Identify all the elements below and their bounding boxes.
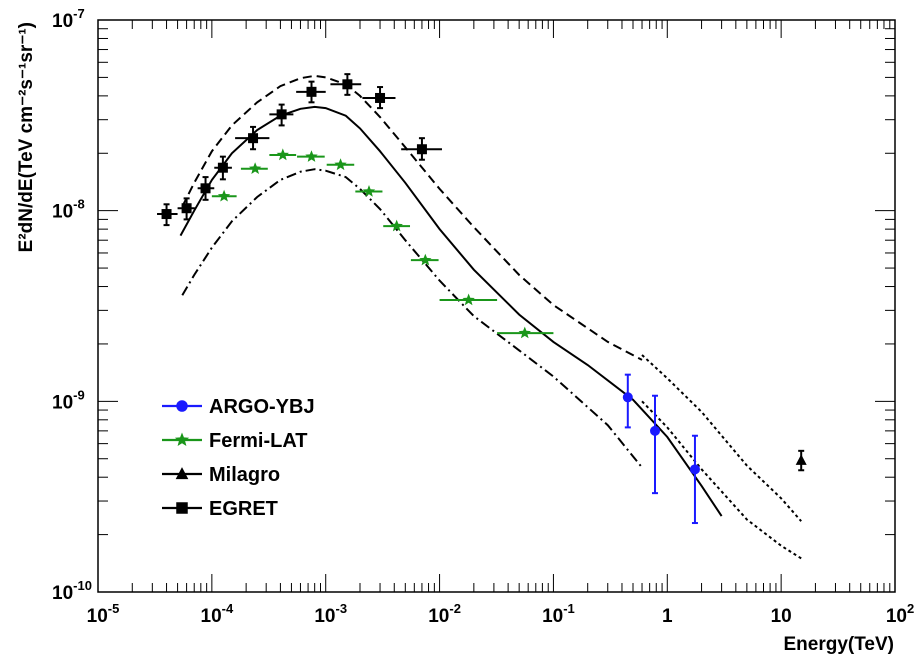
data-point [161, 209, 172, 220]
data-point [306, 86, 317, 97]
data-point [518, 326, 531, 339]
data-point [342, 79, 353, 90]
data-point [795, 454, 807, 465]
model-curves [179, 74, 802, 560]
y-tick-label: 10-9 [52, 387, 85, 413]
x-tick-label: 10-5 [87, 601, 120, 627]
model-curve-dashdot-2 [181, 168, 643, 469]
axis-ticks [97, 20, 895, 593]
data-point [276, 109, 287, 120]
x-tick-label: 1 [662, 606, 673, 627]
data-point [276, 148, 289, 161]
series-milagro [795, 449, 807, 472]
data-point [248, 133, 259, 144]
data-point [249, 162, 262, 174]
data-point [305, 150, 318, 162]
legend-marker [176, 400, 188, 412]
y-axis-title: E²dN/dE(TeV cm⁻²s⁻¹sr⁻¹) [16, 22, 37, 252]
model-curve-dotted-3 [641, 354, 802, 522]
data-point [375, 92, 386, 103]
data-marks [157, 73, 807, 525]
legend-label: Fermi-LAT [209, 430, 308, 452]
plot-frame [97, 19, 896, 593]
x-tick-label: 10-1 [542, 601, 575, 627]
y-tick-label: 10-8 [52, 197, 85, 223]
data-point [419, 253, 432, 266]
x-axis-title: Energy(TeV) [783, 634, 894, 655]
legend-label: Milagro [209, 464, 280, 486]
legend-entry: EGRET [162, 498, 278, 520]
data-point [362, 185, 376, 197]
data-point [416, 144, 427, 155]
model-curve-dashed-1 [181, 74, 643, 361]
legend: ARGO-YBJ Fermi-LAT Milagro EGRET [162, 396, 315, 520]
y-tick-label: 10-10 [52, 578, 92, 604]
data-point [649, 425, 660, 436]
legend-marker [174, 432, 190, 446]
series-argo-ybj [622, 373, 700, 525]
legend-marker [176, 502, 188, 514]
x-tick-label: 102 [886, 601, 914, 627]
data-point [200, 183, 211, 194]
legend-entry: ARGO-YBJ [162, 396, 315, 418]
legend-label: ARGO-YBJ [209, 396, 315, 418]
data-point [334, 158, 347, 171]
data-point [689, 464, 700, 475]
data-point [181, 203, 192, 214]
x-tick-label: 10-4 [201, 601, 234, 627]
series-egret [157, 73, 442, 227]
legend-label: EGRET [209, 498, 278, 520]
model-curve-solid-0 [179, 105, 723, 517]
legend-entry: Milagro [162, 464, 280, 486]
data-point [217, 189, 231, 202]
data-point [217, 162, 228, 173]
tick-labels: 10-5 10-4 10-3 10-2 10-1 1 10 102 10-10 10-9 10-8 1… [52, 6, 914, 627]
data-point [462, 293, 475, 306]
x-tick-label: 10 [771, 606, 792, 627]
model-curve-dotted-4 [641, 400, 802, 560]
data-point [390, 219, 403, 232]
legend-marker [175, 467, 189, 480]
x-tick-label: 10-2 [428, 601, 461, 627]
data-point [622, 392, 633, 403]
x-tick-label: 10-3 [314, 601, 347, 627]
y-tick-label: 10-7 [52, 6, 85, 32]
series-fermi-lat [211, 148, 554, 339]
legend-entry: Fermi-LAT [162, 430, 308, 452]
